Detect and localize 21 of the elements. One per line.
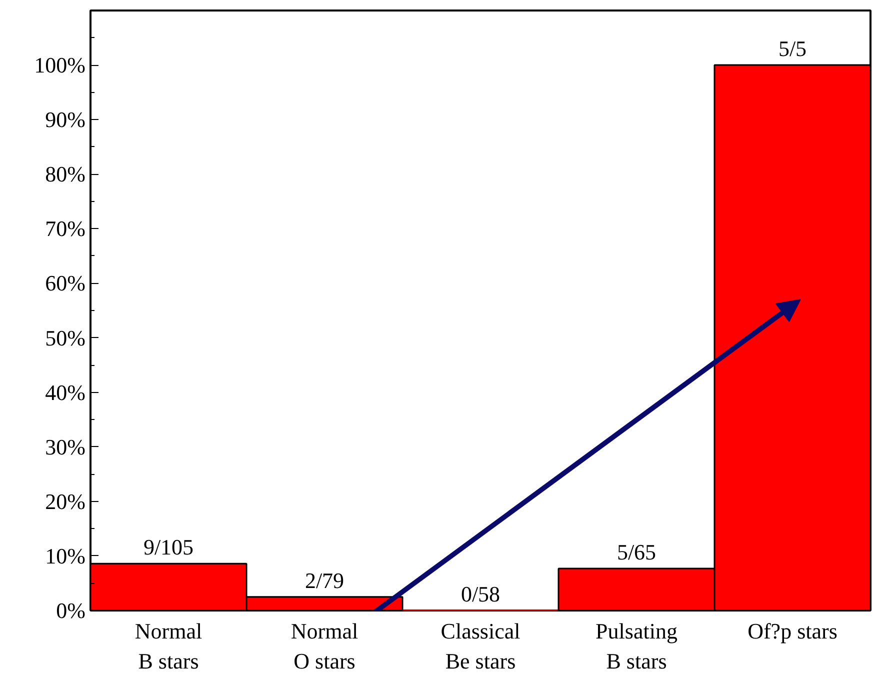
y-tick-label: 20%: [45, 488, 86, 514]
x-tick-label: Classical Be stars: [440, 618, 520, 674]
y-tick-label: 10%: [45, 543, 86, 568]
y-tick-label: 80%: [45, 162, 86, 187]
annotation: 5/5: [778, 36, 807, 62]
y-tick-label: 30%: [45, 434, 86, 460]
y-tick-label: 0%: [56, 598, 86, 623]
annotation: 2/79: [304, 568, 344, 593]
y-tick-label: 70%: [45, 216, 86, 242]
y-tick-label: 100%: [34, 52, 86, 78]
y-tick-label: 50%: [45, 325, 86, 350]
y-tick-label: 40%: [45, 380, 86, 405]
x-tick-label: Normal O stars: [290, 618, 358, 674]
x-tick-label: Pulsating B stars: [596, 618, 678, 674]
x-tick-label: Normal B stars: [134, 618, 202, 674]
annotation: 5/65: [616, 540, 656, 564]
y-tick-label: 90%: [45, 107, 86, 132]
annotation: 9/105: [143, 534, 194, 560]
annotation: 0/58: [460, 582, 500, 606]
y-tick-label: 60%: [45, 270, 86, 296]
x-tick-label: Of?p stars: [748, 618, 838, 644]
